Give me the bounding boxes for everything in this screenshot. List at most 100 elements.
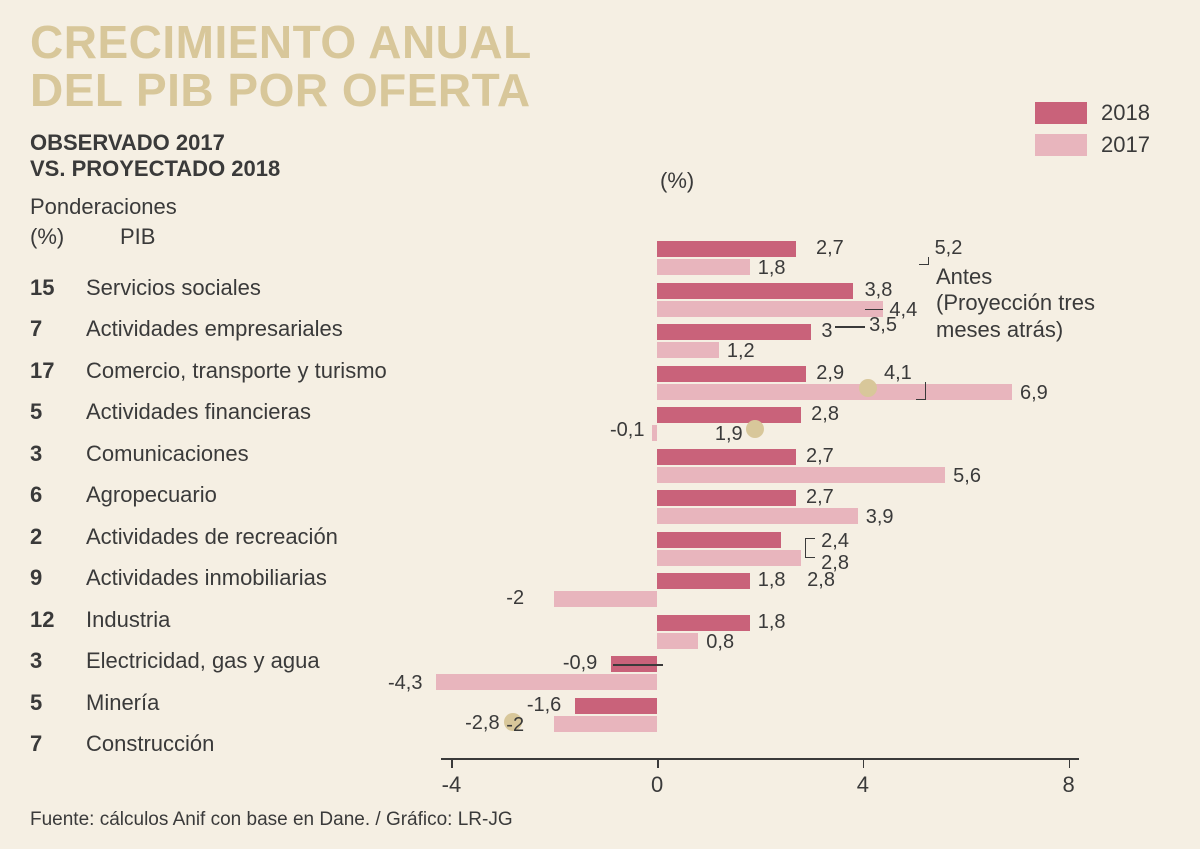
bar-2017: [657, 550, 801, 566]
table-row: 6Agropecuario: [30, 475, 395, 517]
value-prev: 3,5: [869, 314, 897, 337]
value-2018: 2,7: [816, 237, 844, 260]
value-2017: 5,6: [953, 465, 981, 488]
bar-2017: [436, 674, 657, 690]
marker-prev: [859, 379, 877, 397]
weight-value: 2: [30, 524, 86, 550]
bar-2018: [657, 615, 750, 631]
value-2017: -2: [506, 714, 524, 737]
table-row: 5Minería: [30, 682, 395, 724]
value-2018: 2,9: [816, 362, 844, 385]
x-tick-label: 4: [857, 772, 869, 798]
sector-label: Actividades inmobiliarias: [86, 565, 395, 591]
weight-value: 7: [30, 731, 86, 757]
table-row: 12Industria: [30, 599, 395, 641]
leader-line: [865, 309, 883, 311]
annotation-prev: Antes (Proyección tres meses atrás): [936, 264, 1095, 343]
value-2017: -2: [506, 587, 524, 610]
weight-value: 12: [30, 607, 86, 633]
value-prev: 4,1: [884, 362, 912, 385]
ponder-col1: (%): [30, 224, 64, 249]
bar-2018: [657, 241, 796, 257]
value-2018: 2,7: [806, 445, 834, 468]
value-2018: -1,6: [527, 694, 561, 717]
value-2017: 3,9: [866, 506, 894, 529]
legend-label-2018: 2018: [1101, 100, 1150, 126]
value-2018: 2,7: [806, 486, 834, 509]
table-row: 2Actividades de recreación: [30, 516, 395, 558]
bracket-pair: [805, 538, 815, 558]
sector-label: Actividades empresariales: [86, 316, 395, 342]
value-prev: -2,8: [465, 712, 499, 735]
x-tick-label: 8: [1062, 772, 1074, 798]
x-tick: [657, 758, 659, 768]
subtitle-line-2: VS. PROYECTADO 2018: [30, 156, 280, 181]
table-row: 5Actividades financieras: [30, 392, 395, 434]
leader-line: [613, 664, 663, 666]
marker-prev: [746, 420, 764, 438]
swatch-2018: [1035, 102, 1087, 124]
bracket-annot: [916, 382, 926, 400]
bar-2017: [657, 384, 1012, 400]
bar-2017: [657, 508, 858, 524]
weight-value: 6: [30, 482, 86, 508]
weight-value: 3: [30, 441, 86, 467]
value-2017: 1,8: [758, 257, 786, 280]
legend-item-2017: 2017: [1035, 132, 1150, 158]
bar-2018: [657, 573, 750, 589]
bar-2018: [657, 283, 852, 299]
value-2018: 2,8: [811, 403, 839, 426]
table-row: 9Actividades inmobiliarias: [30, 558, 395, 600]
weight-value: 7: [30, 316, 86, 342]
value-2017: 1,2: [727, 340, 755, 363]
sector-label: Industria: [86, 607, 395, 633]
bar-2017: [554, 716, 657, 732]
sector-table: 15Servicios sociales7Actividades empresa…: [30, 267, 395, 765]
bar-2018: [657, 324, 811, 340]
sector-label: Actividades de recreación: [86, 524, 395, 550]
legend-item-2018: 2018: [1035, 100, 1150, 126]
bar-2017: [657, 342, 719, 358]
weight-value: 9: [30, 565, 86, 591]
sector-label: Servicios sociales: [86, 275, 395, 301]
value-2017: -0,1: [610, 419, 644, 442]
x-tick: [451, 758, 453, 768]
value-2018: -0,9: [563, 652, 597, 675]
sector-label: Comunicaciones: [86, 441, 395, 467]
bar-2017: [554, 591, 657, 607]
table-row: 15Servicios sociales: [30, 267, 395, 309]
sector-label: Electricidad, gas y agua: [86, 648, 395, 674]
legend: 2018 2017: [1035, 100, 1150, 164]
ponder-header: Ponderaciones (%) PIB: [30, 192, 177, 251]
bar-2017: [652, 425, 657, 441]
weight-value: 5: [30, 690, 86, 716]
x-tick: [1069, 758, 1071, 768]
table-row: 3Electricidad, gas y agua: [30, 641, 395, 683]
annot-l1: Antes: [936, 264, 992, 289]
bar-2017: [657, 633, 698, 649]
sector-label: Comercio, transporte y turismo: [86, 358, 395, 384]
main-title: CRECIMIENTO ANUAL DEL PIB POR OFERTA: [30, 18, 532, 115]
title-line-1: CRECIMIENTO ANUAL: [30, 16, 532, 68]
sector-label: Minería: [86, 690, 395, 716]
bar-2018: [657, 449, 796, 465]
source-text: Fuente: cálculos Anif con base en Dane. …: [30, 809, 513, 831]
weight-value: 15: [30, 275, 86, 301]
table-row: 7Construcción: [30, 724, 395, 766]
leader-line: [835, 326, 865, 328]
bar-2018: [657, 532, 780, 548]
bar-2017: [657, 467, 945, 483]
value-2017: 0,8: [706, 631, 734, 654]
weight-value: 5: [30, 399, 86, 425]
ponder-line1: Ponderaciones: [30, 194, 177, 219]
weight-value: 17: [30, 358, 86, 384]
value-2018: 3,8: [865, 279, 893, 302]
title-line-2: DEL PIB POR OFERTA: [30, 64, 531, 116]
annot-l2: (Proyección tres: [936, 290, 1095, 315]
table-row: 7Actividades empresariales: [30, 309, 395, 351]
sector-label: Agropecuario: [86, 482, 395, 508]
bar-2018: [657, 490, 796, 506]
bar-2017: [657, 259, 750, 275]
unit-label: (%): [660, 168, 694, 194]
swatch-2017: [1035, 134, 1087, 156]
